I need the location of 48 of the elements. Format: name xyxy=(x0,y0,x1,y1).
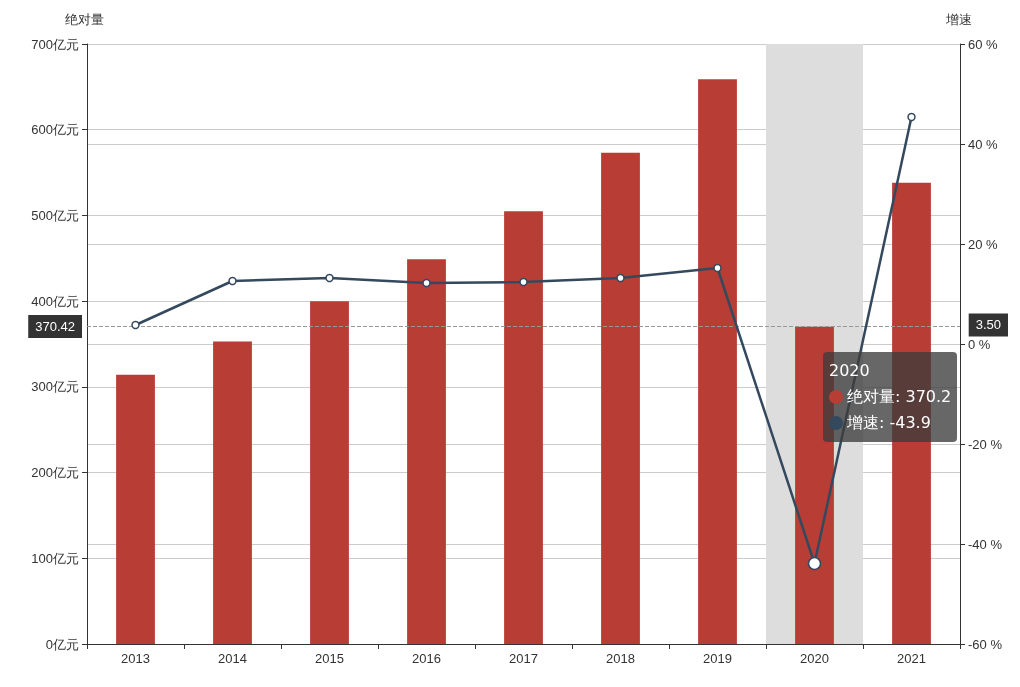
x-tick-label: 2020 xyxy=(800,651,829,666)
point xyxy=(131,320,140,330)
x-tick-label: 2017 xyxy=(509,651,538,666)
y-tick-label: 500亿元 xyxy=(31,207,79,223)
x-tick-label: 2018 xyxy=(606,651,635,666)
y2-tick-label: 0 % xyxy=(968,336,991,352)
bar xyxy=(504,211,543,644)
bar xyxy=(116,374,155,644)
legend-label: 增速 xyxy=(847,413,879,432)
point xyxy=(228,276,237,286)
point xyxy=(519,277,528,287)
bar xyxy=(698,79,737,644)
y2-tick-label: -40 % xyxy=(968,536,1003,552)
point xyxy=(616,273,625,283)
text: 3.50 xyxy=(975,317,1002,333)
ref-line-label: 370.42 xyxy=(35,319,75,334)
annotation: 2020 xyxy=(829,361,870,380)
y-tick-label: 300亿元 xyxy=(31,379,79,395)
y2-tick-label: 60 % xyxy=(968,36,999,52)
point xyxy=(907,112,916,122)
bar xyxy=(213,341,252,644)
y-tick-label: 100亿元 xyxy=(31,550,79,566)
point xyxy=(422,278,431,288)
y-tick-label: 200亿元 xyxy=(31,465,79,481)
y2-tick-label: -20 % xyxy=(968,436,1003,452)
x-tick-label: 2013 xyxy=(121,651,150,666)
y2-tick-label: 20 % xyxy=(968,236,999,252)
y-tick-label: 400亿元 xyxy=(31,293,79,309)
bar xyxy=(601,152,640,644)
point xyxy=(325,273,334,283)
y-tick-label: 0亿元 xyxy=(45,636,79,652)
y2-tick-label: -60 % xyxy=(968,636,1003,652)
bar xyxy=(407,259,446,644)
y2-tick-label: 40 % xyxy=(968,136,999,152)
y-tick-label: 600亿元 xyxy=(31,122,79,138)
point xyxy=(713,263,722,273)
x-tick-label: 2015 xyxy=(315,651,344,666)
annotation: : 370.2 xyxy=(895,387,952,406)
annotation: : -43.9 xyxy=(879,413,931,432)
x-tick-label: 2019 xyxy=(703,651,732,666)
x-tick-label: 2016 xyxy=(412,651,441,666)
y2-axis-title: 增速 xyxy=(945,12,972,27)
x-tick-label: 2014 xyxy=(218,651,247,666)
x-tick-label: 2021 xyxy=(897,651,926,666)
bar xyxy=(310,301,349,644)
y-axis-title: 绝对量 xyxy=(65,12,104,27)
legend-label: 绝对量 xyxy=(847,387,895,406)
y-tick-label: 700亿元 xyxy=(31,36,79,52)
